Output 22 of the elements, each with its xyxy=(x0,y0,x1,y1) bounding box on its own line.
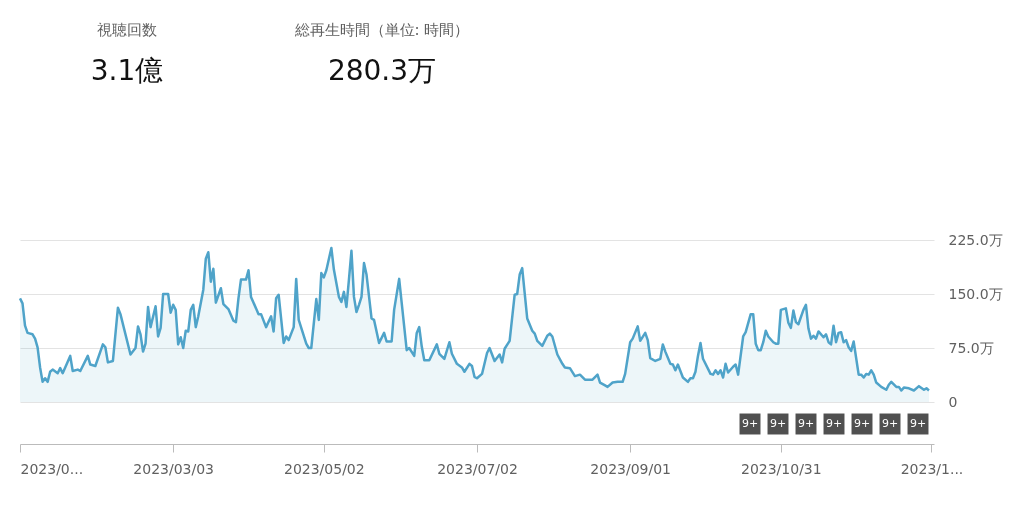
x-tick-label: 2023/05/02 xyxy=(283,460,365,477)
text: 9+ xyxy=(741,417,759,430)
text: 9+ xyxy=(825,417,843,430)
x-tick-label: 2023/09/01 xyxy=(590,460,672,477)
x-tick-label: 2023/07/02 xyxy=(437,460,518,477)
text: 3.1億 xyxy=(90,54,164,87)
y-tick-label: 75.0万 xyxy=(948,339,994,356)
y-tick-label: 0 xyxy=(948,393,958,410)
text: 総再生時間（単位: 時間） xyxy=(293,21,470,39)
x-tick-label: 2023/0... xyxy=(20,460,84,477)
x-tick-label: 2023/1... xyxy=(900,460,964,477)
text: 9+ xyxy=(797,417,815,430)
x-tick-label: 2023/03/03 xyxy=(133,460,215,477)
y-tick-label: 225.0万 xyxy=(948,231,1003,248)
text: 視聴回数 xyxy=(97,21,157,39)
text: 280.3万 xyxy=(327,54,437,87)
x-tick-label: 2023/10/31 xyxy=(740,460,822,477)
y-tick-label: 150.0万 xyxy=(948,285,1003,302)
text: 9+ xyxy=(881,417,899,430)
text: 9+ xyxy=(909,417,927,430)
text: 9+ xyxy=(853,417,871,430)
text: 9+ xyxy=(769,417,787,430)
